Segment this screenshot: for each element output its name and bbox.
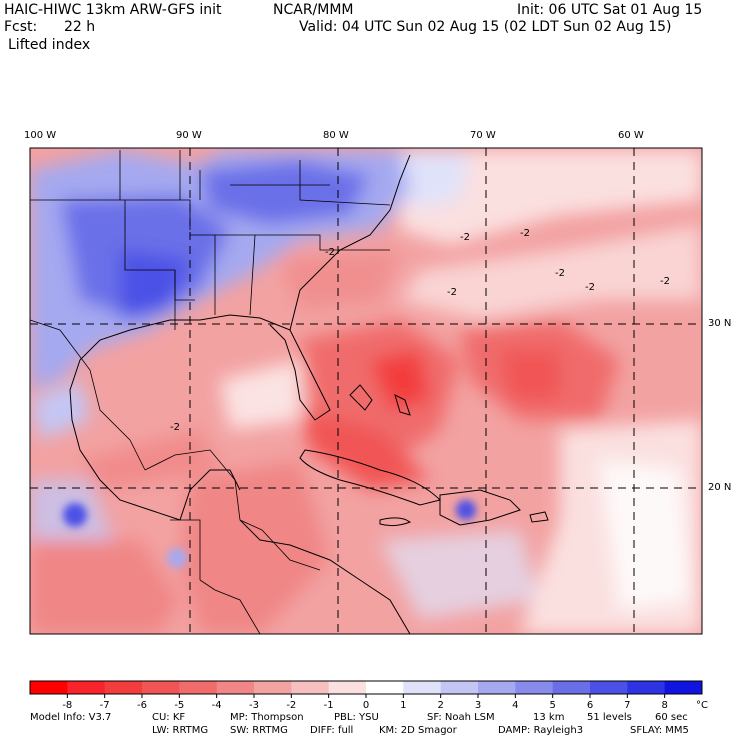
lon-label-90w: 90 W (176, 130, 202, 141)
colorbar-tick-label: -3 (249, 700, 259, 711)
colorbar-tick-label: -8 (62, 700, 72, 711)
colorbar-swatch (403, 681, 442, 694)
colorbar-tick-label: -7 (100, 700, 110, 711)
footer-diff: DIFF: full (310, 725, 354, 736)
colorbar-tick-label: 0 (363, 700, 369, 711)
colorbar-swatch (366, 681, 404, 694)
colorbar-swatch (552, 681, 591, 694)
lon-label-70w: 70 W (470, 130, 496, 141)
footer-sf: SF: Noah LSM (427, 712, 495, 723)
colorbar-swatch (590, 681, 628, 694)
colorbar-swatch (30, 681, 68, 694)
colorbar-tick-label: 2 (437, 700, 443, 711)
lat-label-20n: 20 N (708, 482, 732, 493)
footer-sw: SW: RRTMG (230, 725, 288, 736)
colorbar-swatch (67, 681, 106, 694)
colorbar-tick-label: 1 (400, 700, 406, 711)
lat-label-30n: 30 N (708, 318, 732, 329)
lon-label-60w: 60 W (618, 130, 644, 141)
colorbar-swatch (515, 681, 554, 694)
footer-pbl: PBL: YSU (334, 712, 379, 723)
footer-cu: CU: KF (152, 712, 186, 723)
political-borders (30, 150, 391, 634)
contour-label: -2 (460, 232, 470, 243)
valid-time: Valid: 04 UTC Sun 02 Aug 15 (02 LDT Sun … (299, 19, 672, 35)
contour-label: -2 (555, 268, 565, 279)
footer-timestep: 60 sec (655, 712, 688, 723)
colorbar-tick-label: -6 (137, 700, 147, 711)
contour-label: -2 (170, 422, 180, 433)
colorbar-tick-label: 4 (512, 700, 518, 711)
footer-model-info: Model Info: V3.7 (30, 712, 112, 723)
colorbar-tick-label: 8 (661, 700, 667, 711)
colorbar-swatch (664, 681, 703, 694)
colorbar-unit: °C (696, 700, 708, 711)
colorbar-tick-label: 7 (624, 700, 630, 711)
contour-label: -2 (585, 282, 595, 293)
forecast-label: Fcst: (4, 19, 38, 35)
colorbar-swatch (254, 681, 292, 694)
colorbar-tick-label: 3 (475, 700, 481, 711)
contour-label: -2 (447, 287, 457, 298)
colorbar-tick-label: 5 (549, 700, 555, 711)
footer-damp: DAMP: Rayleigh3 (498, 725, 584, 736)
colorbar-swatch (478, 681, 516, 694)
footer-mp: MP: Thompson (230, 712, 304, 723)
colorbar-swatch (142, 681, 180, 694)
lon-label-80w: 80 W (323, 130, 349, 141)
footer-resolution: 13 km (533, 712, 565, 723)
footer-km: KM: 2D Smagor (379, 725, 457, 736)
footer-levels: 51 levels (587, 712, 632, 723)
colorbar-swatch (179, 681, 218, 694)
footer-lw: LW: RRTMG (152, 725, 209, 736)
lon-label-100w: 100 W (24, 130, 57, 141)
org-label: NCAR/MMM (273, 2, 354, 18)
colorbar-tick-label: -1 (324, 700, 334, 711)
field-name: Lifted index (8, 37, 91, 53)
colorbar-swatch (627, 681, 666, 694)
colorbar-swatch (291, 681, 330, 694)
lat-lon-grid (30, 148, 702, 634)
map-field (30, 148, 702, 634)
contour-label: -2 (660, 276, 670, 287)
colorbar-swatch (440, 681, 479, 694)
colorbar-tick-label: 6 (587, 700, 593, 711)
init-time: Init: 06 UTC Sat 01 Aug 15 (517, 2, 703, 18)
contour-label: -2 (325, 247, 335, 258)
colorbar: -8 -7 -6 -5 -4 -3 -2 -1 0 1 2 3 4 5 6 7 8 °C (29, 680, 708, 711)
colorbar-tick-label: -5 (174, 700, 184, 711)
colorbar-tick-label: -4 (212, 700, 222, 711)
colorbar-swatch (216, 681, 255, 694)
model-title: HAIC-HIWC 13km ARW-GFS init (4, 2, 222, 18)
forecast-hour: 22 h (64, 19, 96, 35)
contour-label: -2 (520, 228, 530, 239)
coastlines (69, 154, 549, 634)
map-frame (29, 147, 703, 635)
colorbar-swatch (104, 681, 143, 694)
colorbar-tick-label: -2 (286, 700, 296, 711)
colorbar-swatch (328, 681, 367, 694)
footer-sflay: SFLAY: MM5 (630, 725, 689, 736)
